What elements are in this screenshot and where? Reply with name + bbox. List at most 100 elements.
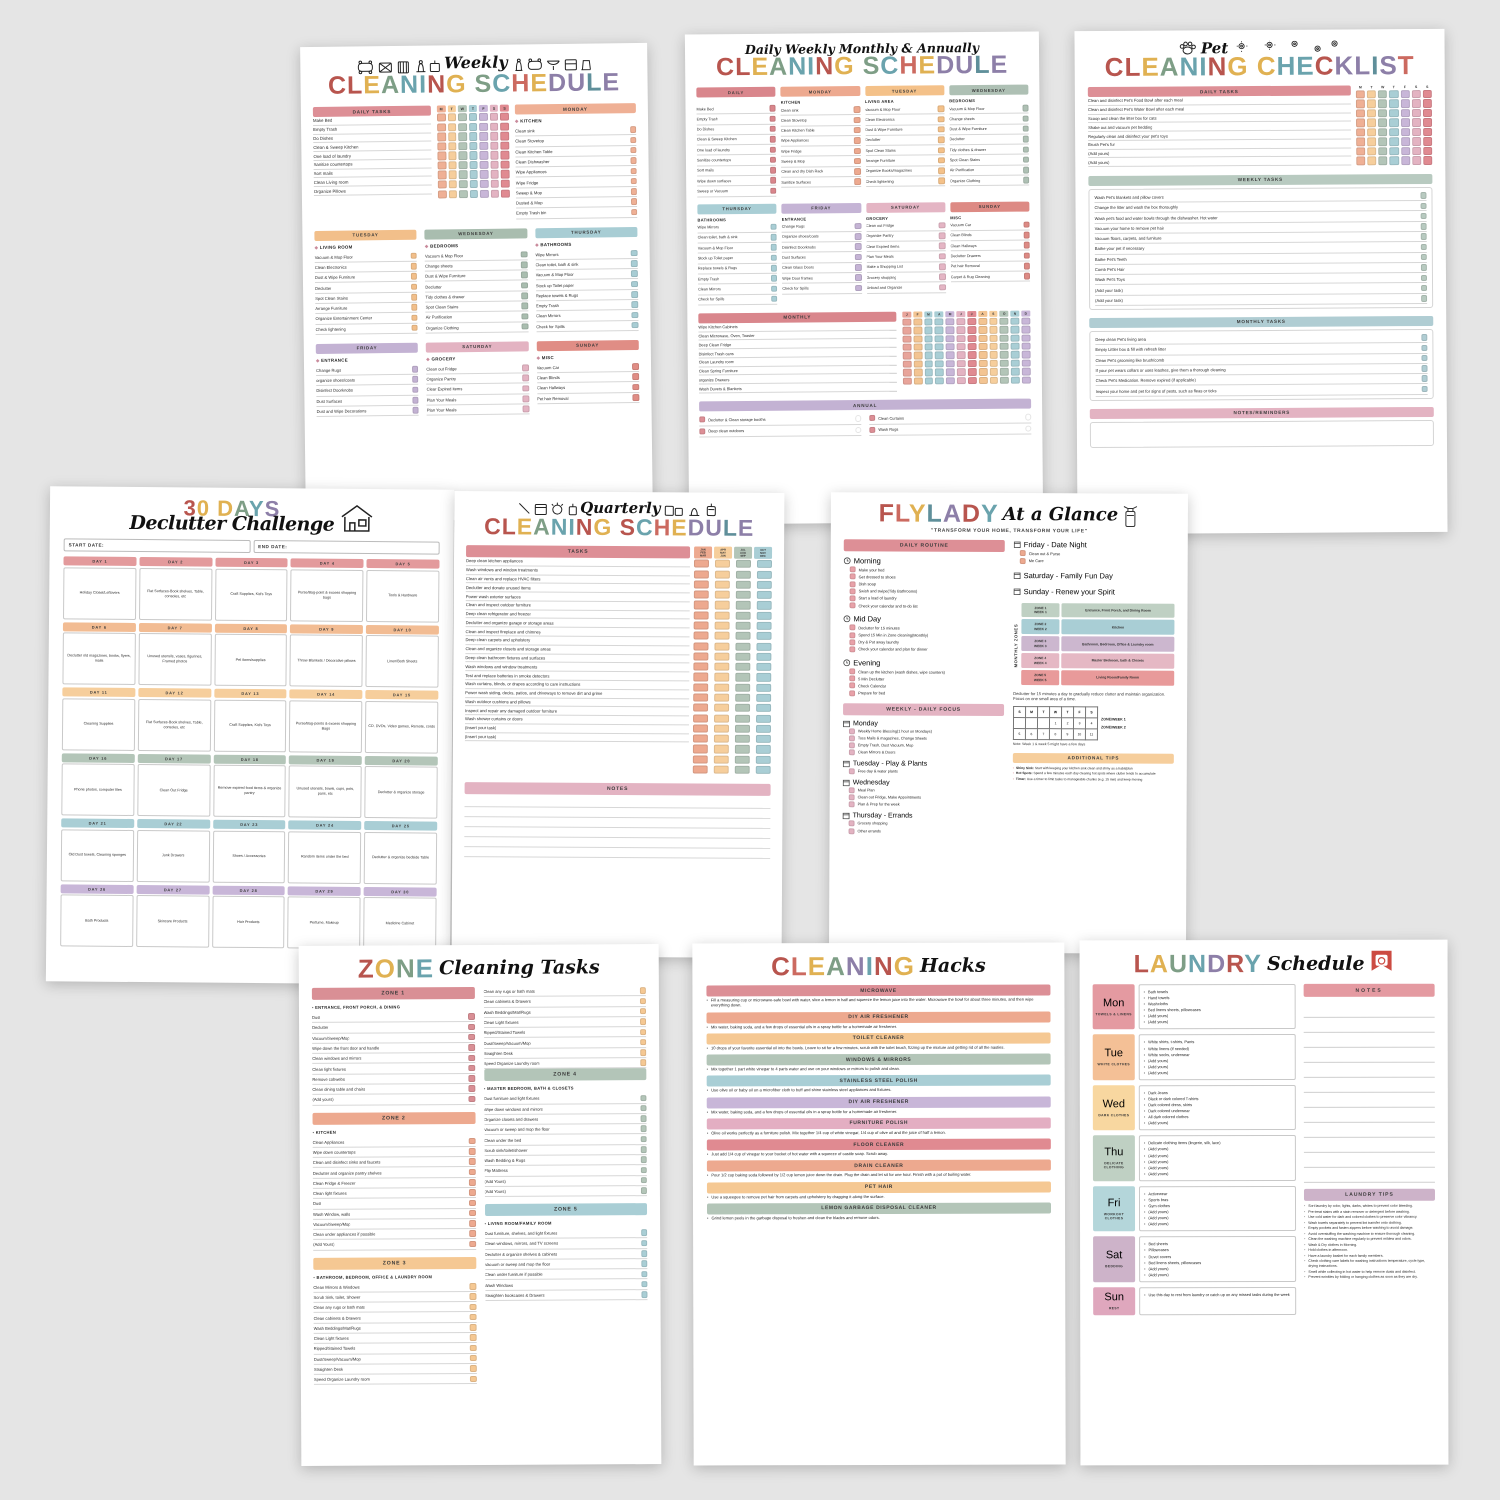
declutter-day-cell[interactable]: DAY 18 — [213, 754, 287, 764]
checkbox[interactable] — [902, 335, 912, 343]
checkbox[interactable] — [1367, 137, 1377, 146]
checkbox[interactable] — [490, 141, 499, 150]
declutter-day-cell[interactable]: DAY 24 — [288, 820, 362, 830]
checkbox[interactable] — [1422, 137, 1433, 146]
task-row[interactable]: Unload and Organize — [866, 282, 946, 294]
checkbox[interactable] — [849, 602, 856, 609]
checkbox[interactable] — [448, 161, 457, 170]
task-row[interactable]: Sort mails — [697, 165, 777, 177]
checkbox[interactable] — [693, 621, 709, 630]
checkbox[interactable] — [639, 987, 646, 995]
checkbox[interactable] — [640, 1260, 648, 1267]
checkbox[interactable] — [639, 1038, 647, 1046]
checkbox[interactable] — [999, 325, 1009, 334]
checkbox[interactable] — [521, 271, 528, 279]
checkbox[interactable] — [631, 270, 638, 278]
checkbox[interactable] — [756, 714, 772, 723]
checkbox[interactable] — [913, 351, 923, 360]
checkbox[interactable] — [853, 147, 861, 155]
routine-item[interactable]: 5 Min Declutter — [849, 675, 1004, 683]
checkbox[interactable] — [459, 189, 468, 199]
checkbox[interactable] — [756, 580, 772, 589]
checkbox[interactable] — [935, 351, 945, 360]
checkbox[interactable] — [693, 672, 709, 682]
checkbox[interactable] — [989, 342, 999, 351]
checkbox[interactable] — [1420, 284, 1428, 292]
checkbox[interactable] — [1423, 156, 1433, 165]
checkbox[interactable] — [978, 334, 988, 342]
checkbox[interactable] — [1421, 385, 1428, 393]
checkbox[interactable] — [735, 631, 751, 641]
checkbox[interactable] — [1420, 295, 1428, 302]
checkbox[interactable] — [490, 179, 500, 189]
checkbox[interactable] — [934, 334, 944, 343]
routine-item[interactable]: Check your calendar and to-do list — [849, 602, 1004, 609]
sheet-pet-cleaning-checklist[interactable]: Pet CLEANING CHECKLIST DAILY TASKS Clean… — [1074, 28, 1448, 535]
annual-row[interactable]: Deep clean outdoors — [699, 424, 862, 438]
start-date-field[interactable]: START DATE: — [63, 538, 251, 553]
right-day-item[interactable]: Me Care — [1019, 557, 1175, 565]
checkbox[interactable] — [1021, 317, 1031, 325]
weekly-item[interactable]: Plan & Prep for the week — [848, 801, 1004, 809]
task-row[interactable]: Tidy clothes & drawer — [949, 144, 1029, 156]
checkbox[interactable] — [967, 334, 977, 343]
checkbox[interactable] — [639, 1028, 647, 1036]
checkbox[interactable] — [853, 137, 861, 144]
checkbox[interactable] — [1022, 125, 1029, 133]
checkbox[interactable] — [967, 359, 977, 368]
checkbox[interactable] — [756, 662, 772, 672]
routine-item[interactable]: Prepare for bed — [849, 689, 1004, 697]
task-row[interactable]: Make a Shopping List — [866, 261, 946, 273]
declutter-day-cell[interactable]: DAY 29 — [288, 885, 361, 896]
task-row[interactable]: Dust & Wipe Furniture — [865, 124, 945, 136]
checkbox[interactable] — [436, 113, 446, 122]
task-row[interactable]: Check lightening — [865, 176, 945, 188]
checkbox[interactable] — [501, 170, 510, 179]
checkbox[interactable] — [735, 673, 751, 682]
task-row[interactable]: Clean Kitchen Table — [780, 125, 861, 137]
checkbox[interactable] — [1411, 146, 1422, 156]
checkbox[interactable] — [735, 621, 751, 630]
checkbox[interactable] — [469, 1324, 477, 1331]
task-row[interactable]: Organize Pantry — [866, 231, 946, 243]
checkbox[interactable] — [692, 765, 708, 774]
checkbox[interactable] — [479, 132, 489, 141]
radio[interactable] — [1024, 413, 1032, 421]
weekly-item[interactable]: Other errands — [848, 827, 1004, 835]
task-row[interactable]: Grocery shopping — [866, 272, 946, 284]
checkbox[interactable] — [714, 672, 730, 682]
checkbox[interactable] — [640, 1115, 647, 1122]
checkbox[interactable] — [469, 1375, 477, 1383]
checkbox[interactable] — [755, 765, 771, 775]
checkbox[interactable] — [1021, 104, 1029, 112]
checkbox[interactable] — [713, 724, 730, 733]
checkbox[interactable] — [735, 611, 751, 620]
routine-item[interactable]: Start a load of laundry — [849, 595, 1005, 602]
declutter-day-cell[interactable]: DAY 25 — [364, 821, 438, 831]
checkbox[interactable] — [411, 324, 418, 332]
checkbox[interactable] — [755, 724, 772, 733]
checkbox[interactable] — [978, 376, 988, 384]
checkbox[interactable] — [693, 652, 709, 661]
checkbox[interactable] — [639, 1049, 647, 1056]
checkbox[interactable] — [849, 668, 856, 675]
checkbox[interactable] — [1356, 118, 1366, 128]
checkbox[interactable] — [412, 396, 419, 404]
checkbox[interactable] — [956, 359, 966, 368]
checkbox[interactable] — [770, 275, 778, 282]
checkbox[interactable] — [458, 151, 468, 160]
checkbox[interactable] — [769, 177, 777, 184]
routine-item[interactable]: Check your calendar and plan for dinner — [849, 646, 1004, 653]
checkbox[interactable] — [756, 570, 772, 579]
checkbox[interactable] — [479, 160, 489, 170]
declutter-day-cell[interactable]: DAY 2 — [139, 557, 213, 567]
checkbox[interactable] — [500, 122, 510, 131]
checkbox[interactable] — [640, 1177, 647, 1184]
task-row[interactable]: Wipe Appliances — [781, 135, 861, 147]
checkbox[interactable] — [714, 631, 730, 641]
checkbox[interactable] — [714, 714, 730, 723]
checkbox[interactable] — [640, 1280, 648, 1288]
quarterly-checkbox-grid[interactable]: JAN FEB MAR APR MAY JUN JUL AUG SEP OCT NOV DEC — [692, 546, 773, 776]
task-row[interactable]: Wipe Fridge — [781, 146, 861, 158]
